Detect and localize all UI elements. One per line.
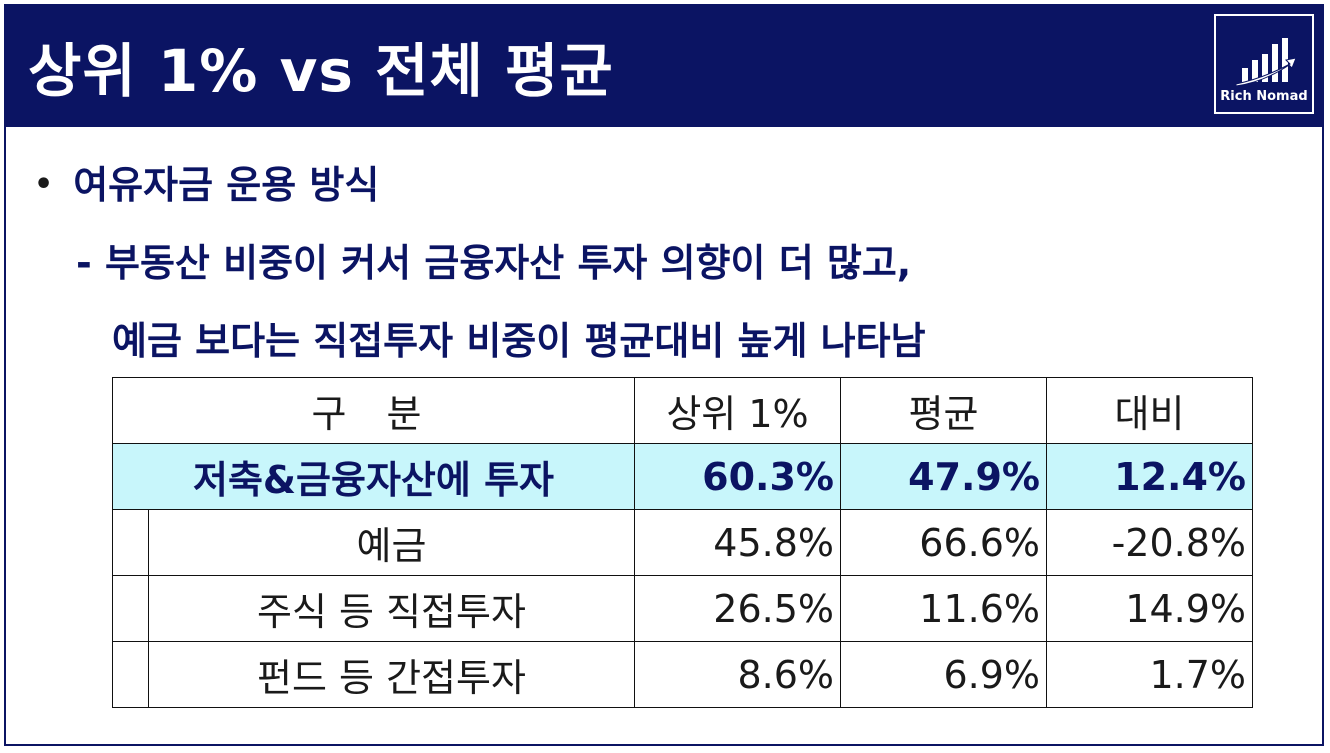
header-difference: 대비 xyxy=(1046,377,1253,444)
cell-average: 6.9% xyxy=(840,641,1047,708)
table-row: 주식 등 직접투자 26.5% 11.6% 14.9% xyxy=(112,575,1253,642)
cell-difference: -20.8% xyxy=(1046,509,1253,576)
cell-top1: 8.6% xyxy=(634,641,841,708)
comparison-table: 구 분 상위 1% 평균 대비 저축&금융자산에 투자 60.3% 47.9% … xyxy=(112,377,1253,708)
rising-chart-icon xyxy=(1235,38,1297,87)
row-label: 주식 등 직접투자 xyxy=(148,575,635,642)
slide-title: 상위 1% vs 전체 평균 xyxy=(28,37,614,105)
header-category: 구 분 xyxy=(112,377,635,444)
cell-average: 66.6% xyxy=(840,509,1047,576)
cell-top1: 60.3% xyxy=(634,443,841,510)
cell-average: 47.9% xyxy=(840,443,1047,510)
sub-line-1: - 부동산 비중이 커서 금융자산 투자 의향이 더 많고, xyxy=(76,241,912,285)
cell-top1: 26.5% xyxy=(634,575,841,642)
indent-cell xyxy=(112,509,149,576)
table-row-highlight: 저축&금융자산에 투자 60.3% 47.9% 12.4% xyxy=(112,443,1253,510)
cell-difference: 1.7% xyxy=(1046,641,1253,708)
bullet-item: • 여유자금 운용 방식 xyxy=(34,154,379,209)
rich-nomad-logo: Rich Nomad xyxy=(1214,14,1314,114)
table-row: 펀드 등 간접투자 8.6% 6.9% 1.7% xyxy=(112,641,1253,708)
slide-header: 상위 1% vs 전체 평균 Rich Nomad xyxy=(6,6,1322,127)
row-label: 저축&금융자산에 투자 xyxy=(112,443,635,510)
row-label: 펀드 등 간접투자 xyxy=(148,641,635,708)
cell-difference: 12.4% xyxy=(1046,443,1253,510)
header-top1: 상위 1% xyxy=(634,377,841,444)
cell-top1: 45.8% xyxy=(634,509,841,576)
indent-cell xyxy=(112,575,149,642)
table-header-row: 구 분 상위 1% 평균 대비 xyxy=(112,377,1253,444)
bullet-text: 여유자금 운용 방식 xyxy=(73,163,380,207)
cell-difference: 14.9% xyxy=(1046,575,1253,642)
sub-line-2: 예금 보다는 직접투자 비중이 평균대비 높게 나타남 xyxy=(112,319,926,363)
bullet-dot-icon: • xyxy=(34,167,54,202)
logo-text: Rich Nomad xyxy=(1220,89,1308,104)
indent-cell xyxy=(112,641,149,708)
header-average: 평균 xyxy=(840,377,1047,444)
table-row: 예금 45.8% 66.6% -20.8% xyxy=(112,509,1253,576)
cell-average: 11.6% xyxy=(840,575,1047,642)
row-label: 예금 xyxy=(148,509,635,576)
